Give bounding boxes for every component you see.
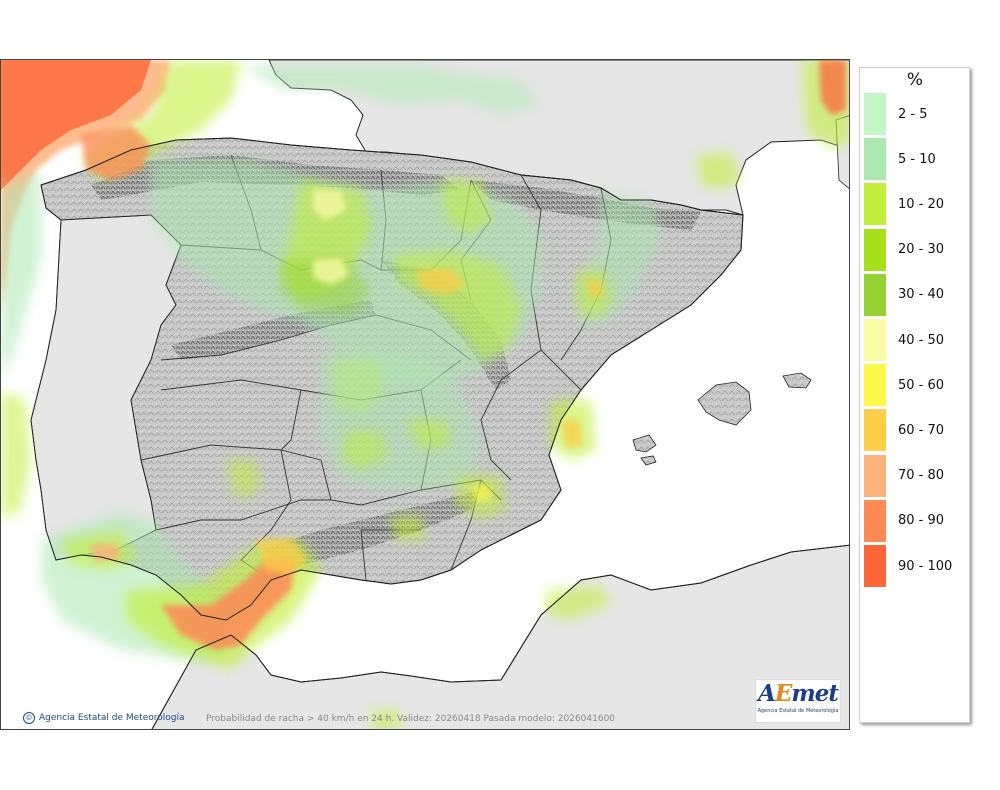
legend-item: 70 - 80 [864,454,945,497]
mallorca-island [697,381,752,426]
legend-swatch [864,499,886,542]
forecast-map[interactable]: © Agencia Estatal de Meteorología Probab… [0,59,850,730]
legend-item: 30 - 40 [864,273,945,316]
legend-swatch [864,364,886,407]
legend-swatch [864,409,886,452]
map-canvas [1,60,849,729]
legend-label: 10 - 20 [898,196,945,212]
aemet-logo[interactable]: AEmet Agencia Estatal de Meteorología [755,679,841,723]
legend: % 2 - 5 5 - 10 10 - 20 20 - 30 30 - 40 40 - 5… [859,67,970,723]
legend-swatch [864,273,886,316]
legend-unit: % [906,70,924,90]
aemet-logo-mark: AEmet [758,680,839,707]
legend-item: 10 - 20 [864,183,945,226]
coastlines [30,137,849,729]
copyright-icon: © [23,712,35,724]
legend-label: 20 - 30 [898,242,945,258]
legend-swatch [864,183,886,226]
legend-item: 60 - 70 [864,409,945,452]
legend-label: 80 - 90 [898,513,945,529]
legend-label: 5 - 10 [898,151,936,167]
legend-swatch [864,138,886,181]
probability-field [1,60,849,729]
legend-item: 5 - 10 [864,138,936,181]
legend-swatch [864,545,886,587]
ibiza-island [632,434,657,453]
legend-label: 60 - 70 [898,422,945,438]
aemet-logo-subtitle: Agencia Estatal de Meteorología [757,708,839,714]
legend-label: 70 - 80 [898,468,945,484]
credit-text: Agencia Estatal de Meteorología [39,713,185,723]
betic-system [261,490,481,565]
legend-swatch [864,319,886,361]
legend-label: 50 - 60 [898,377,945,393]
legend-label: 2 - 5 [898,106,928,122]
legend-item: 50 - 60 [864,364,945,407]
legend-label: 40 - 50 [898,332,945,348]
legend-label: 90 - 100 [898,558,953,574]
legend-item: 20 - 30 [864,228,945,271]
legend-swatch [864,454,886,497]
legend-item: 40 - 50 [864,319,944,361]
legend-item: 90 - 100 [864,545,952,587]
legend-label: 30 - 40 [898,287,945,303]
legend-item: 2 - 5 [864,93,928,135]
formentera-island [640,455,657,466]
menorca-island [782,372,812,389]
legend-item: 80 - 90 [864,499,945,542]
legend-swatch [864,228,886,271]
legend-swatch [864,93,886,135]
copyright-credit[interactable]: © Agencia Estatal de Meteorología [23,712,185,724]
map-caption: Probabilidad de racha > 40 km/h en 24 h.… [206,714,616,724]
